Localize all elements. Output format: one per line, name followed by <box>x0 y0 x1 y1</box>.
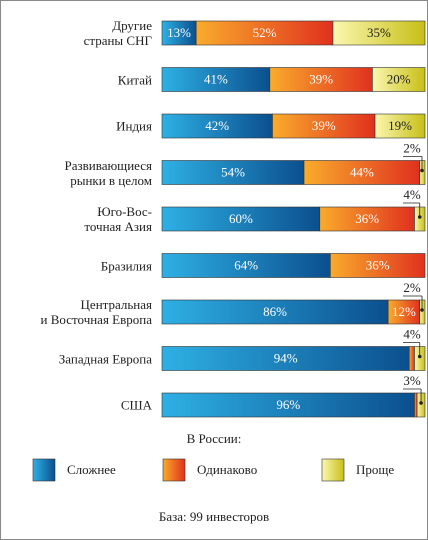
value-label: 41% <box>204 71 228 86</box>
legend-swatch <box>162 458 186 482</box>
value-label: 96% <box>276 397 300 412</box>
value-label: 4% <box>403 187 421 202</box>
value-label: 44% <box>350 164 374 179</box>
bar-segment <box>269 67 373 92</box>
leader-dot <box>417 354 422 359</box>
leader-dot <box>420 168 424 173</box>
bar-segment <box>161 67 271 92</box>
bar-segment <box>161 113 273 139</box>
category-label: Другие страны СНГ <box>83 18 152 48</box>
value-label: 36% <box>366 257 390 272</box>
legend-title: В России: <box>187 431 242 446</box>
bar-segment <box>195 20 334 46</box>
bar-segment <box>319 206 415 232</box>
value-label: 3% <box>403 373 421 388</box>
value-label: 54% <box>221 164 245 179</box>
value-label: 2% <box>403 280 421 295</box>
value-label: 39% <box>309 71 333 86</box>
leader-dot <box>417 215 422 219</box>
bar-segment <box>161 20 197 46</box>
value-label: 20% <box>387 71 411 86</box>
legend-label: Сложнее <box>67 462 116 477</box>
bar-segment <box>414 392 418 418</box>
category-label: Западная Европа <box>58 351 152 366</box>
value-label: 35% <box>367 25 391 40</box>
value-label: 13% <box>167 25 191 40</box>
bar-segment <box>161 299 389 325</box>
value-label: 86% <box>263 304 287 319</box>
category-label: США <box>120 397 152 413</box>
bar-segment <box>272 113 376 139</box>
value-label: 64% <box>234 257 258 272</box>
bar-segment <box>408 346 415 371</box>
bar-segment <box>161 206 321 232</box>
value-label: 19% <box>388 118 412 133</box>
bar-segment <box>330 253 426 278</box>
bar-segment <box>161 160 305 185</box>
value-label: 52% <box>253 25 277 40</box>
value-label: 4% <box>403 326 421 341</box>
leader-dot <box>419 401 423 405</box>
footnote: База: 99 инвесторов <box>159 509 269 524</box>
category-label: Развивающиеся рынки в целом <box>64 157 153 188</box>
category-label: Индия <box>116 118 152 134</box>
category-label: Юго-Вос- точная Азия <box>84 204 152 234</box>
legend-swatch <box>32 458 56 482</box>
category-label: Китай <box>117 72 152 87</box>
value-label: 94% <box>274 350 298 365</box>
category-label: Бразилия <box>100 258 152 273</box>
leader-dot <box>420 308 424 312</box>
bar-segment <box>161 392 415 418</box>
value-label: 2% <box>403 140 421 155</box>
category-label: Центральная и Восточная Европа <box>40 297 152 327</box>
bar-segment <box>332 20 426 46</box>
bar-segment <box>161 253 331 278</box>
bar-segment <box>161 346 410 371</box>
value-label: 12% <box>392 304 416 319</box>
legend-label: Проще <box>356 462 394 477</box>
bar-segment <box>372 67 426 92</box>
value-label: 39% <box>312 118 336 133</box>
bar-segment <box>387 299 421 325</box>
legend-label: Одинаково <box>197 462 257 477</box>
value-label: 36% <box>355 211 379 226</box>
legend-swatch <box>321 458 345 482</box>
value-label: 42% <box>205 118 229 133</box>
bar-segment <box>374 113 426 139</box>
value-label: 60% <box>229 211 253 226</box>
